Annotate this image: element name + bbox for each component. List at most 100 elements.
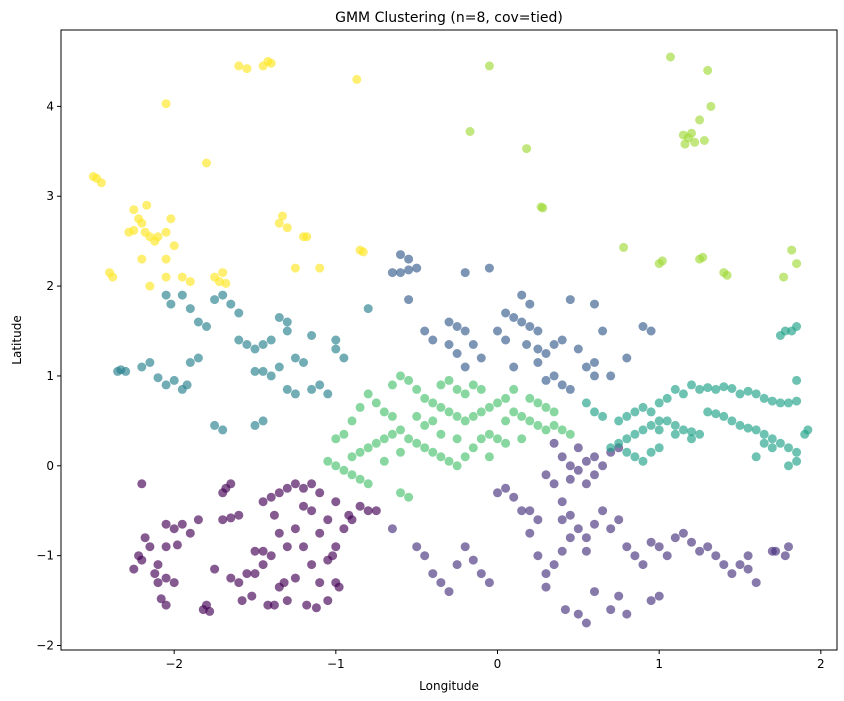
point-cluster-4-44 bbox=[792, 447, 802, 457]
point-cluster-3-19 bbox=[234, 308, 244, 318]
point-cluster-0-32 bbox=[242, 569, 252, 579]
point-cluster-5-6 bbox=[379, 407, 389, 417]
point-cluster-0-6 bbox=[161, 573, 171, 583]
point-cluster-3-34 bbox=[323, 389, 333, 399]
point-cluster-7-22 bbox=[185, 277, 195, 287]
point-cluster-5-63 bbox=[460, 389, 470, 399]
point-cluster-5-23 bbox=[517, 411, 527, 421]
point-cluster-1-6 bbox=[452, 560, 462, 570]
point-cluster-5-41 bbox=[436, 452, 446, 462]
point-cluster-2-29 bbox=[573, 344, 583, 354]
point-cluster-3-44 bbox=[258, 416, 268, 426]
point-cluster-2-18 bbox=[517, 317, 527, 327]
point-cluster-5-19 bbox=[484, 402, 494, 412]
point-cluster-5-33 bbox=[371, 438, 381, 448]
point-cluster-0-28 bbox=[226, 479, 236, 489]
point-cluster-2-44 bbox=[590, 358, 599, 367]
point-cluster-2-28 bbox=[598, 326, 608, 336]
point-cluster-5-15 bbox=[452, 411, 462, 421]
point-cluster-1-7 bbox=[460, 542, 470, 552]
point-cluster-0-23 bbox=[210, 564, 220, 574]
point-cluster-7-19 bbox=[145, 281, 155, 291]
point-cluster-4-58 bbox=[670, 429, 680, 439]
cluster-1-points bbox=[387, 438, 793, 628]
point-cluster-2-49 bbox=[444, 340, 454, 349]
point-cluster-1-51 bbox=[573, 609, 583, 619]
point-cluster-5-74 bbox=[436, 429, 446, 439]
point-cluster-4-66 bbox=[638, 456, 648, 466]
point-cluster-7-14 bbox=[161, 227, 171, 237]
point-cluster-3-42 bbox=[218, 425, 228, 435]
point-cluster-3-13 bbox=[185, 304, 195, 314]
point-cluster-0-26 bbox=[234, 510, 244, 520]
point-cluster-4-3 bbox=[646, 420, 656, 430]
point-cluster-3-2 bbox=[121, 366, 131, 376]
point-cluster-2-3 bbox=[404, 265, 414, 275]
point-cluster-3-12 bbox=[177, 290, 187, 300]
point-cluster-2-43 bbox=[606, 371, 616, 381]
point-cluster-5-61 bbox=[444, 375, 454, 385]
point-cluster-5-7 bbox=[387, 380, 397, 390]
point-cluster-4-63 bbox=[614, 438, 624, 448]
point-cluster-0-14 bbox=[185, 528, 195, 538]
point-cluster-4-35 bbox=[719, 411, 729, 421]
point-cluster-3-33 bbox=[315, 380, 325, 390]
point-cluster-2-16 bbox=[501, 308, 511, 318]
point-cluster-4-51 bbox=[780, 326, 790, 336]
point-cluster-0-1 bbox=[140, 533, 150, 543]
point-cluster-5-77 bbox=[484, 452, 494, 462]
point-cluster-4-28 bbox=[759, 393, 769, 403]
point-cluster-7-43 bbox=[218, 268, 228, 278]
point-cluster-5-16 bbox=[460, 416, 470, 426]
point-cluster-6-8 bbox=[699, 136, 709, 145]
point-cluster-4-38 bbox=[743, 423, 753, 433]
point-cluster-1-37 bbox=[695, 546, 705, 556]
cluster-5-points bbox=[323, 371, 575, 502]
point-cluster-0-74 bbox=[315, 528, 325, 538]
point-cluster-1-53 bbox=[606, 605, 616, 615]
point-cluster-2-10 bbox=[452, 322, 462, 331]
point-cluster-3-15 bbox=[202, 322, 211, 331]
point-cluster-1-50 bbox=[560, 605, 570, 615]
point-cluster-0-71 bbox=[363, 506, 373, 516]
point-cluster-1-35 bbox=[678, 528, 688, 538]
point-cluster-0-19 bbox=[161, 600, 171, 610]
point-cluster-0-72 bbox=[371, 506, 381, 516]
point-cluster-5-43 bbox=[452, 461, 462, 471]
point-cluster-5-65 bbox=[476, 384, 486, 394]
point-cluster-5-18 bbox=[476, 407, 486, 417]
point-cluster-2-2 bbox=[396, 268, 405, 278]
x-tick-label: 0 bbox=[494, 657, 502, 671]
point-cluster-0-24 bbox=[218, 515, 228, 525]
point-cluster-3-5 bbox=[153, 373, 163, 383]
point-cluster-3-31 bbox=[290, 389, 300, 399]
point-cluster-1-20 bbox=[557, 515, 567, 525]
point-cluster-1-54 bbox=[622, 609, 632, 619]
point-cluster-3-10 bbox=[161, 290, 171, 300]
point-cluster-0-69 bbox=[347, 515, 357, 525]
point-cluster-5-25 bbox=[533, 420, 543, 430]
point-cluster-5-29 bbox=[565, 429, 575, 439]
point-cluster-5-45 bbox=[468, 443, 478, 453]
point-cluster-4-39 bbox=[751, 425, 761, 435]
point-cluster-0-4 bbox=[150, 569, 160, 579]
point-cluster-4-24 bbox=[727, 384, 737, 393]
point-cluster-5-17 bbox=[468, 411, 478, 421]
point-cluster-5-26 bbox=[541, 425, 551, 435]
point-cluster-0-15 bbox=[161, 542, 171, 552]
point-cluster-1-17 bbox=[541, 569, 551, 579]
point-cluster-5-64 bbox=[468, 380, 478, 390]
point-cluster-7-20 bbox=[161, 272, 171, 282]
point-cluster-5-56 bbox=[396, 488, 405, 498]
point-cluster-2-12 bbox=[468, 340, 478, 349]
point-cluster-1-69 bbox=[557, 452, 567, 462]
point-cluster-3-49 bbox=[242, 340, 252, 349]
point-cluster-5-10 bbox=[412, 384, 422, 394]
point-cluster-2-40 bbox=[622, 353, 632, 363]
point-cluster-7-15 bbox=[166, 214, 176, 224]
point-cluster-1-19 bbox=[557, 546, 567, 556]
point-cluster-7-21 bbox=[177, 272, 187, 282]
plot-frame bbox=[60, 29, 838, 651]
point-cluster-4-47 bbox=[751, 452, 761, 462]
point-cluster-1-4 bbox=[436, 578, 446, 588]
